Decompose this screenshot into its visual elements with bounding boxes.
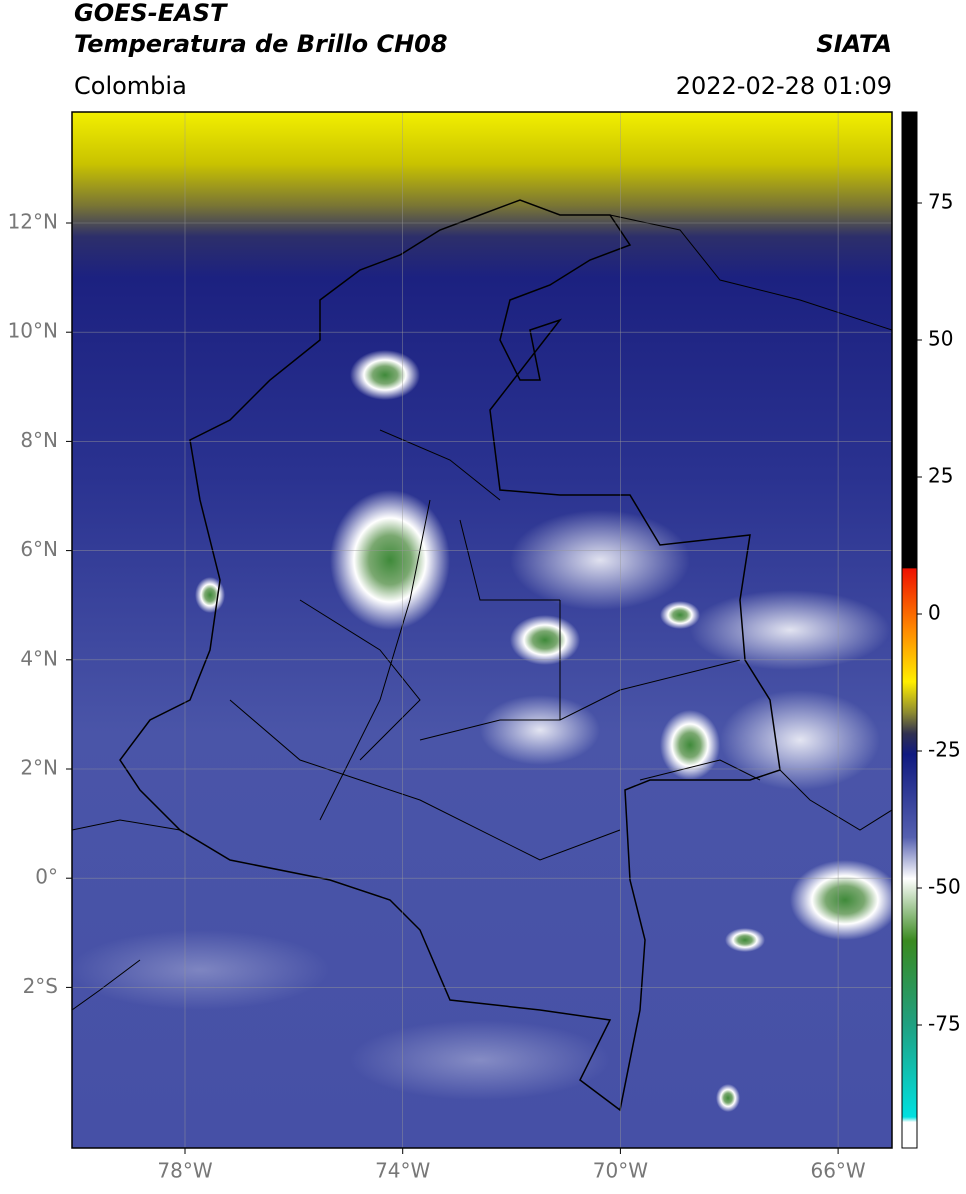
cloud bbox=[480, 695, 600, 765]
cloud bbox=[350, 1020, 610, 1100]
agency: SIATA bbox=[816, 30, 892, 58]
lon-label: 74°W bbox=[375, 1159, 430, 1183]
storm bbox=[330, 490, 450, 630]
storm bbox=[660, 601, 700, 629]
cloud bbox=[690, 590, 890, 670]
storm bbox=[195, 577, 225, 613]
map bbox=[72, 112, 892, 1148]
country-border bbox=[119, 199, 781, 1112]
product-title: Temperatura de Brillo CH08 bbox=[74, 30, 448, 58]
datetime: 2022-02-28 01:09 bbox=[676, 72, 892, 100]
colorbar-label: -50 bbox=[928, 875, 961, 899]
colorbar-label: 0 bbox=[928, 601, 941, 625]
graticule bbox=[72, 112, 892, 1148]
neighbor-borders bbox=[72, 214, 892, 1011]
lat-label: 0° bbox=[35, 865, 58, 889]
lat-label: 2°N bbox=[20, 756, 58, 780]
storm bbox=[790, 860, 892, 940]
storm bbox=[716, 1084, 740, 1112]
map-frame bbox=[71, 111, 893, 1149]
lon-label: 78°W bbox=[157, 1159, 212, 1183]
lat-label: 8°N bbox=[20, 428, 58, 452]
lat-label: 12°N bbox=[8, 210, 58, 234]
lat-label: 10°N bbox=[8, 319, 58, 343]
cloud bbox=[72, 930, 330, 1010]
storm bbox=[660, 710, 720, 780]
satellite-title: GOES-EAST bbox=[74, 0, 228, 27]
cloud bbox=[720, 690, 880, 790]
lat-label: 6°N bbox=[20, 537, 58, 561]
storm bbox=[725, 928, 765, 952]
cloud bbox=[510, 510, 690, 610]
region: Colombia bbox=[74, 72, 187, 100]
colorbar-label: -25 bbox=[928, 738, 961, 762]
lon-label: 66°W bbox=[810, 1159, 865, 1183]
colorbar-label: 75 bbox=[928, 190, 953, 214]
colorbar-label: -75 bbox=[928, 1012, 961, 1036]
colorbar-label: 50 bbox=[928, 327, 953, 351]
colorbar bbox=[901, 111, 918, 1149]
storm bbox=[350, 350, 420, 400]
storm bbox=[510, 615, 580, 665]
lon-label: 70°W bbox=[593, 1159, 648, 1183]
lat-label: 2°S bbox=[23, 974, 58, 998]
colorbar-label: 25 bbox=[928, 464, 953, 488]
lat-label: 4°N bbox=[20, 646, 58, 670]
